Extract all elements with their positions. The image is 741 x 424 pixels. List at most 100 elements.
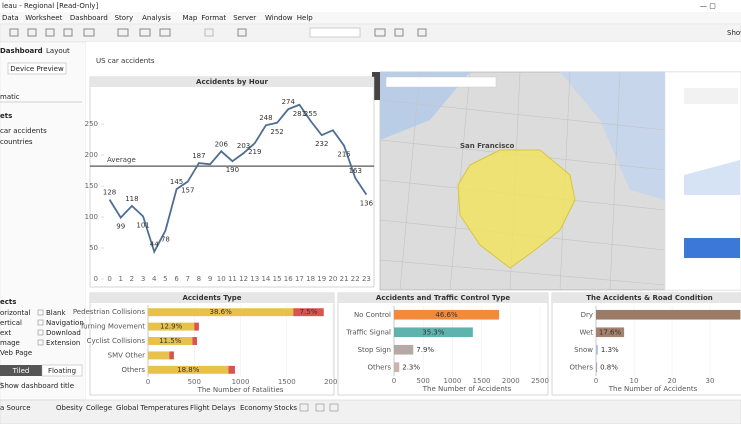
panel-card — [684, 88, 738, 104]
x-tick-label: 15 — [273, 275, 282, 283]
object-item[interactable]: ertical — [0, 319, 22, 327]
bar — [596, 309, 741, 320]
sheet-tab[interactable]: a Source — [0, 404, 31, 412]
object-item[interactable]: Veb Page — [0, 349, 32, 357]
sheet-title: Accidents and Traffic Control Type — [376, 294, 510, 302]
sheet-title-bar — [552, 293, 741, 303]
x-tick-label: 16 — [284, 275, 293, 283]
panel-histogram — [684, 238, 740, 258]
data-label: 190 — [226, 166, 239, 174]
sheet-title-bar — [90, 293, 334, 303]
bar — [596, 362, 598, 373]
data-label: 136 — [360, 200, 374, 208]
percent-label: 7.5% — [300, 308, 318, 316]
x-tick-label: 0 — [146, 378, 150, 386]
object-item[interactable]: ext — [0, 329, 11, 337]
object-item[interactable]: mage — [0, 339, 20, 347]
sheet-tab[interactable]: Flight Delays — [190, 404, 236, 412]
x-tick-label: 0 — [594, 377, 598, 385]
window-controls[interactable]: — ▢ — [700, 2, 716, 10]
x-tick-label: 5 — [163, 275, 167, 283]
bar — [194, 322, 199, 331]
x-tick-label: 18 — [306, 275, 315, 283]
data-label: 219 — [248, 148, 261, 156]
menu-item[interactable]: Worksheet — [25, 14, 62, 22]
x-tick-label: 2 — [130, 275, 134, 283]
object-icon — [37, 309, 44, 316]
window-title: leau - Regional [Read-Only] — [2, 2, 98, 10]
object-item[interactable]: Blank — [46, 309, 66, 317]
category-label: Snow — [574, 346, 593, 354]
bar — [228, 365, 235, 374]
category-label: Others — [121, 366, 145, 374]
sheets-header: ets — [0, 112, 12, 120]
bar — [394, 344, 414, 355]
device-preview-button[interactable] — [7, 62, 67, 75]
category-label: Dry — [581, 311, 593, 319]
menu-item[interactable]: Story — [115, 14, 134, 22]
percent-label: 38.6% — [209, 308, 232, 316]
menu-item[interactable]: Data — [2, 14, 19, 22]
map-search-bar[interactable] — [385, 76, 497, 88]
x-tick-label: 11 — [228, 275, 237, 283]
x-tick-label: 6 — [174, 275, 179, 283]
menu-item[interactable]: Server — [233, 14, 256, 22]
object-item[interactable]: Download — [46, 329, 81, 337]
panel-tab[interactable]: Layout — [46, 47, 70, 55]
sheet-tab[interactable]: Economy — [240, 404, 272, 412]
sheet-tab[interactable]: Global Temperatures — [116, 404, 189, 412]
data-label: 187 — [192, 152, 205, 160]
percent-label: 35.3% — [422, 328, 445, 336]
data-label: 255 — [304, 110, 317, 118]
sheet-title-bar — [90, 77, 374, 87]
map-toolbar[interactable] — [372, 72, 381, 100]
data-label: 248 — [259, 114, 272, 122]
category-label: Others — [569, 363, 593, 371]
menu-item[interactable]: Help — [297, 14, 314, 22]
category-label: SMV Other — [108, 351, 145, 359]
layout-mode: Floating — [48, 367, 76, 375]
map — [372, 71, 741, 291]
sheet-tab[interactable]: Stocks — [274, 404, 297, 412]
dashboard-title: US car accidents — [96, 57, 155, 65]
percent-label: 18.8% — [177, 366, 200, 374]
percent-label: 0.8% — [600, 363, 618, 371]
bar — [394, 362, 400, 373]
menu-item[interactable]: Format — [201, 14, 226, 22]
percent-label: 17.6% — [599, 328, 622, 336]
sheet-frame — [89, 76, 375, 288]
show-me[interactable]: Show — [727, 29, 741, 37]
x-tick-label: 13 — [250, 275, 259, 283]
new-sheet-icon[interactable] — [299, 403, 309, 412]
x-tick-label: 500 — [417, 377, 430, 385]
menu-item[interactable]: Map — [183, 14, 198, 22]
object-item[interactable]: Extension — [46, 339, 80, 347]
new-sheet-icon[interactable] — [315, 403, 325, 412]
category-label: No Control — [354, 311, 391, 319]
tiled-button[interactable] — [0, 365, 42, 376]
sheet-tab[interactable]: College — [86, 404, 112, 412]
percent-label: 2.3% — [402, 363, 420, 371]
y-tick-label: 100 — [85, 213, 98, 221]
menu-item[interactable]: Analysis — [142, 14, 171, 22]
x-tick-label: 2500 — [531, 377, 549, 385]
x-axis-title: The Number of Fatalities — [197, 386, 284, 394]
percent-label: 7.9% — [416, 346, 434, 354]
object-icon — [37, 339, 44, 346]
object-item[interactable]: Navigation — [46, 319, 84, 327]
data-label: 274 — [282, 98, 296, 106]
checkbox[interactable] — [0, 382, 3, 389]
new-sheet-icon[interactable] — [329, 403, 339, 412]
y-tick-label: 50 — [89, 244, 98, 252]
menu-item[interactable]: Dashboard — [70, 14, 108, 22]
sheet-tab[interactable]: Obesity — [56, 404, 83, 412]
menu-item[interactable]: Window — [265, 14, 293, 22]
object-item[interactable]: orizontal — [0, 309, 31, 317]
data-label: 101 — [136, 221, 149, 229]
data-label: 252 — [270, 128, 283, 136]
floating-button[interactable] — [41, 364, 83, 377]
percent-label: 46.6% — [435, 311, 458, 319]
panel-tab[interactable]: Dashboard — [0, 47, 43, 55]
bar — [394, 309, 500, 320]
